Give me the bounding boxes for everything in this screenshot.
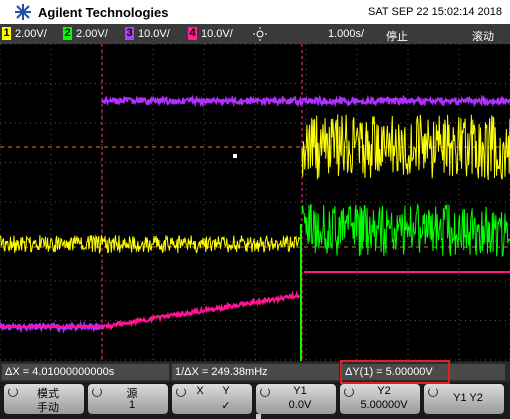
datetime: SAT SEP 22 15:02:14 2018 bbox=[368, 6, 502, 18]
softkey-label: 1 bbox=[128, 399, 136, 411]
softkey[interactable]: Y1 0.0V bbox=[256, 384, 336, 414]
highlight-box bbox=[340, 360, 450, 384]
softkey-label: Y bbox=[222, 385, 230, 397]
softkey-icon bbox=[428, 387, 438, 397]
softkey-label: 手动 bbox=[37, 402, 59, 414]
softkey-label: ✓ bbox=[221, 400, 231, 412]
waveform-display bbox=[0, 44, 510, 361]
channel-scale: 2.00V/ bbox=[76, 28, 108, 40]
softkey-label: Y2 bbox=[377, 385, 391, 397]
softkey-icon bbox=[176, 387, 186, 397]
channel-scale: 10.0V/ bbox=[201, 28, 233, 40]
channel-scale: 2.00V/ bbox=[15, 28, 47, 40]
trace bbox=[0, 234, 302, 254]
trace bbox=[301, 114, 510, 181]
channel-number: 4 bbox=[188, 27, 197, 40]
channel-number: 3 bbox=[125, 27, 134, 40]
softkey-label: Y1 Y2 bbox=[453, 392, 483, 404]
delta-y: ΔY(1) = 5.00000V bbox=[342, 364, 505, 380]
inverse-delta-x: 1/ΔX = 249.38mHz bbox=[172, 364, 339, 380]
softkey-label: 5.00000V bbox=[360, 399, 408, 411]
softkey-label: 模式 bbox=[37, 388, 59, 400]
timebase: 1.000s/ bbox=[328, 28, 365, 40]
center-marker bbox=[233, 154, 237, 158]
softkey-label: 源 bbox=[126, 388, 138, 400]
title-bar: Agilent Technologies SAT SEP 22 15:02:14… bbox=[0, 0, 510, 24]
softkey-icon bbox=[260, 387, 270, 397]
channel-number: 1 bbox=[2, 27, 11, 40]
softkey-label: 0.0V bbox=[288, 399, 312, 411]
softkey-icon bbox=[344, 387, 354, 397]
run-status: 停止 bbox=[386, 31, 408, 43]
channel-number: 2 bbox=[63, 27, 72, 40]
trigger-icon bbox=[253, 27, 267, 41]
mode: 滚动 bbox=[472, 31, 494, 43]
brand: Agilent Technologies bbox=[38, 5, 169, 20]
trace bbox=[101, 94, 510, 109]
softkey-icon bbox=[92, 387, 102, 397]
logo bbox=[15, 4, 31, 20]
softkey[interactable]: 模式 手动 bbox=[4, 384, 84, 414]
softkey[interactable]: X Y ✓ bbox=[172, 384, 252, 414]
measurement-bar: ΔX = 4.01000000000s 1/ΔX = 249.38mHz ΔY(… bbox=[0, 360, 510, 384]
trace bbox=[301, 202, 510, 258]
channel-scale: 10.0V/ bbox=[138, 28, 170, 40]
page-indicator bbox=[256, 414, 261, 419]
channel-bar: 1 2.00V/ 2 2.00V/ 3 10.0V/ 4 10.0V/ 1.00… bbox=[0, 24, 510, 44]
softkey[interactable]: Y2 5.00000V bbox=[340, 384, 420, 414]
softkey-icon bbox=[8, 387, 18, 397]
trace bbox=[101, 290, 301, 331]
delta-x: ΔX = 4.01000000000s bbox=[2, 364, 169, 380]
softkey[interactable]: Y1 Y2 bbox=[424, 384, 504, 414]
softkey-label: X bbox=[196, 385, 204, 397]
softkey-label: Y1 bbox=[293, 385, 307, 397]
